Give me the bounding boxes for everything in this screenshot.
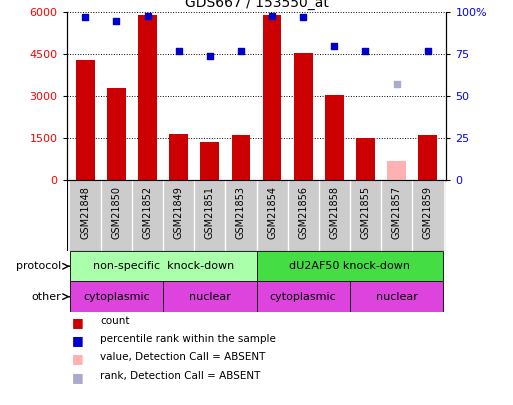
Point [424,47,432,54]
Text: ■: ■ [72,334,84,347]
Bar [263,15,282,180]
Bar [101,180,132,251]
Bar [319,180,350,251]
Bar [350,180,381,251]
Point [392,81,401,87]
Text: GSM21859: GSM21859 [423,186,432,239]
Point [112,17,121,24]
Bar [139,15,157,180]
Text: percentile rank within the sample: percentile rank within the sample [100,334,276,344]
Bar [256,180,288,251]
Bar [201,143,219,180]
Point [330,43,339,49]
Bar [387,161,406,180]
Text: GSM21848: GSM21848 [81,186,90,239]
Bar [288,180,319,251]
Text: nuclear: nuclear [189,292,231,302]
Text: protocol: protocol [16,261,62,271]
Bar [194,180,225,251]
Bar [70,251,256,281]
Text: dU2AF50 knock-down: dU2AF50 knock-down [289,261,410,271]
Title: GDS667 / 153550_at: GDS667 / 153550_at [185,0,328,10]
Bar [325,95,344,180]
Text: GSM21857: GSM21857 [391,186,402,239]
Bar [231,135,250,180]
Bar [76,60,95,180]
Text: cytoplasmic: cytoplasmic [83,292,150,302]
Text: GSM21856: GSM21856 [298,186,308,239]
Text: GSM21852: GSM21852 [143,186,152,239]
Bar [225,180,256,251]
Bar [294,53,312,180]
Text: GSM21854: GSM21854 [267,186,277,239]
Text: ■: ■ [72,371,84,384]
Bar [163,180,194,251]
Text: GSM21850: GSM21850 [111,186,122,239]
Text: count: count [100,316,130,326]
Bar [412,180,443,251]
Text: nuclear: nuclear [376,292,418,302]
Point [361,47,369,54]
Text: non-specific  knock-down: non-specific knock-down [92,261,234,271]
Bar [381,180,412,251]
Bar [350,281,443,312]
Text: value, Detection Call = ABSENT: value, Detection Call = ABSENT [100,352,265,362]
Point [299,14,307,20]
Point [81,14,89,20]
Text: GSM21855: GSM21855 [361,186,370,239]
Text: rank, Detection Call = ABSENT: rank, Detection Call = ABSENT [100,371,261,381]
Point [144,12,152,19]
Bar [418,135,437,180]
Text: GSM21853: GSM21853 [236,186,246,239]
Text: ■: ■ [72,316,84,329]
Bar [70,281,163,312]
Text: cytoplasmic: cytoplasmic [270,292,337,302]
Point [206,53,214,59]
Text: GSM21849: GSM21849 [174,186,184,239]
Bar [70,180,101,251]
Bar [256,251,443,281]
Bar [107,88,126,180]
Text: GSM21858: GSM21858 [329,186,339,239]
Text: ■: ■ [72,352,84,365]
Bar [256,281,350,312]
Point [237,47,245,54]
Point [174,47,183,54]
Bar [163,281,256,312]
Bar [356,138,374,180]
Bar [169,134,188,180]
Text: GSM21851: GSM21851 [205,186,215,239]
Bar [132,180,163,251]
Text: other: other [32,292,62,302]
Point [268,12,276,19]
